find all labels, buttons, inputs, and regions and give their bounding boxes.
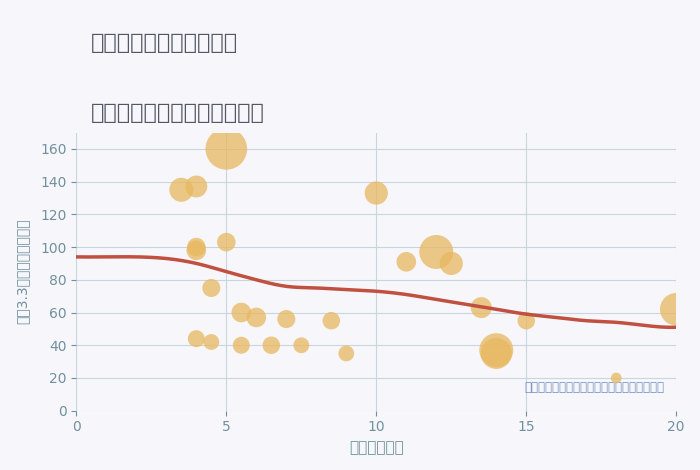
- Point: [236, 342, 247, 349]
- Point: [176, 186, 187, 194]
- Point: [236, 309, 247, 316]
- Point: [491, 350, 502, 357]
- Point: [326, 317, 337, 324]
- Point: [476, 304, 487, 312]
- Point: [671, 306, 682, 313]
- Point: [190, 247, 202, 254]
- Point: [400, 258, 412, 266]
- Point: [521, 317, 532, 324]
- Point: [190, 183, 202, 190]
- Point: [220, 145, 232, 153]
- Point: [206, 338, 217, 346]
- Point: [220, 238, 232, 246]
- X-axis label: 駅距離（分）: 駅距離（分）: [349, 440, 404, 455]
- Point: [251, 313, 262, 321]
- Point: [190, 335, 202, 343]
- Text: 奈良県奈良市東城戸町の: 奈良県奈良市東城戸町の: [91, 33, 238, 53]
- Y-axis label: 坪（3.3㎡）単価（万円）: 坪（3.3㎡）単価（万円）: [15, 219, 29, 324]
- Point: [371, 189, 382, 197]
- Text: 駅距離別中古マンション価格: 駅距離別中古マンション価格: [91, 103, 265, 124]
- Point: [266, 342, 277, 349]
- Point: [610, 374, 622, 382]
- Point: [430, 248, 442, 256]
- Point: [190, 243, 202, 251]
- Point: [281, 315, 292, 323]
- Point: [446, 259, 457, 267]
- Point: [206, 284, 217, 292]
- Point: [295, 342, 307, 349]
- Text: 円の大きさは、取引のあった物件面積を示す: 円の大きさは、取引のあった物件面積を示す: [524, 381, 664, 394]
- Point: [341, 350, 352, 357]
- Point: [491, 346, 502, 354]
